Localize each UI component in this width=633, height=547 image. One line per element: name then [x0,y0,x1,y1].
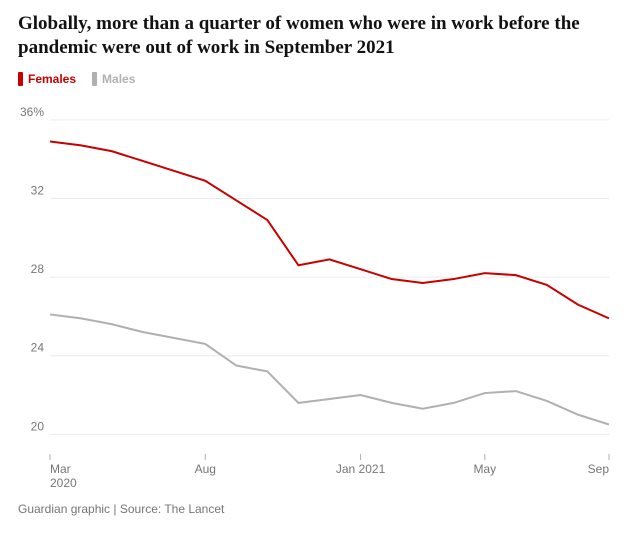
y-tick-label: 28 [31,262,45,276]
series-females [50,141,609,318]
y-tick-label: 32 [31,183,45,197]
x-tick-label: Aug [195,462,216,476]
legend-item: Males [92,72,135,86]
series-males [50,314,609,424]
y-tick-label: 36% [20,104,44,118]
x-tick-label: Mar [50,462,71,476]
legend-label: Females [28,72,76,86]
source-text: Guardian graphic | Source: The Lancet [18,502,615,516]
x-tick-label: Jan 2021 [336,462,386,476]
legend-item: Females [18,72,76,86]
x-tick-label: May [473,462,496,476]
chart-area: 20 24 28 32 36% Mar2020 Aug Jan 2021 May Sep [18,94,615,494]
legend: Females Males [18,72,615,86]
chart-title: Globally, more than a quarter of women w… [18,12,615,60]
y-tick-label: 20 [31,419,45,433]
y-tick-label: 24 [31,340,45,354]
x-tick-label-year: 2020 [50,476,77,490]
legend-swatch [18,72,23,86]
legend-swatch [92,72,97,86]
line-chart: 20 24 28 32 36% Mar2020 Aug Jan 2021 May Sep [18,94,615,494]
legend-label: Males [102,72,135,86]
x-tick-label: Sep [588,462,610,476]
